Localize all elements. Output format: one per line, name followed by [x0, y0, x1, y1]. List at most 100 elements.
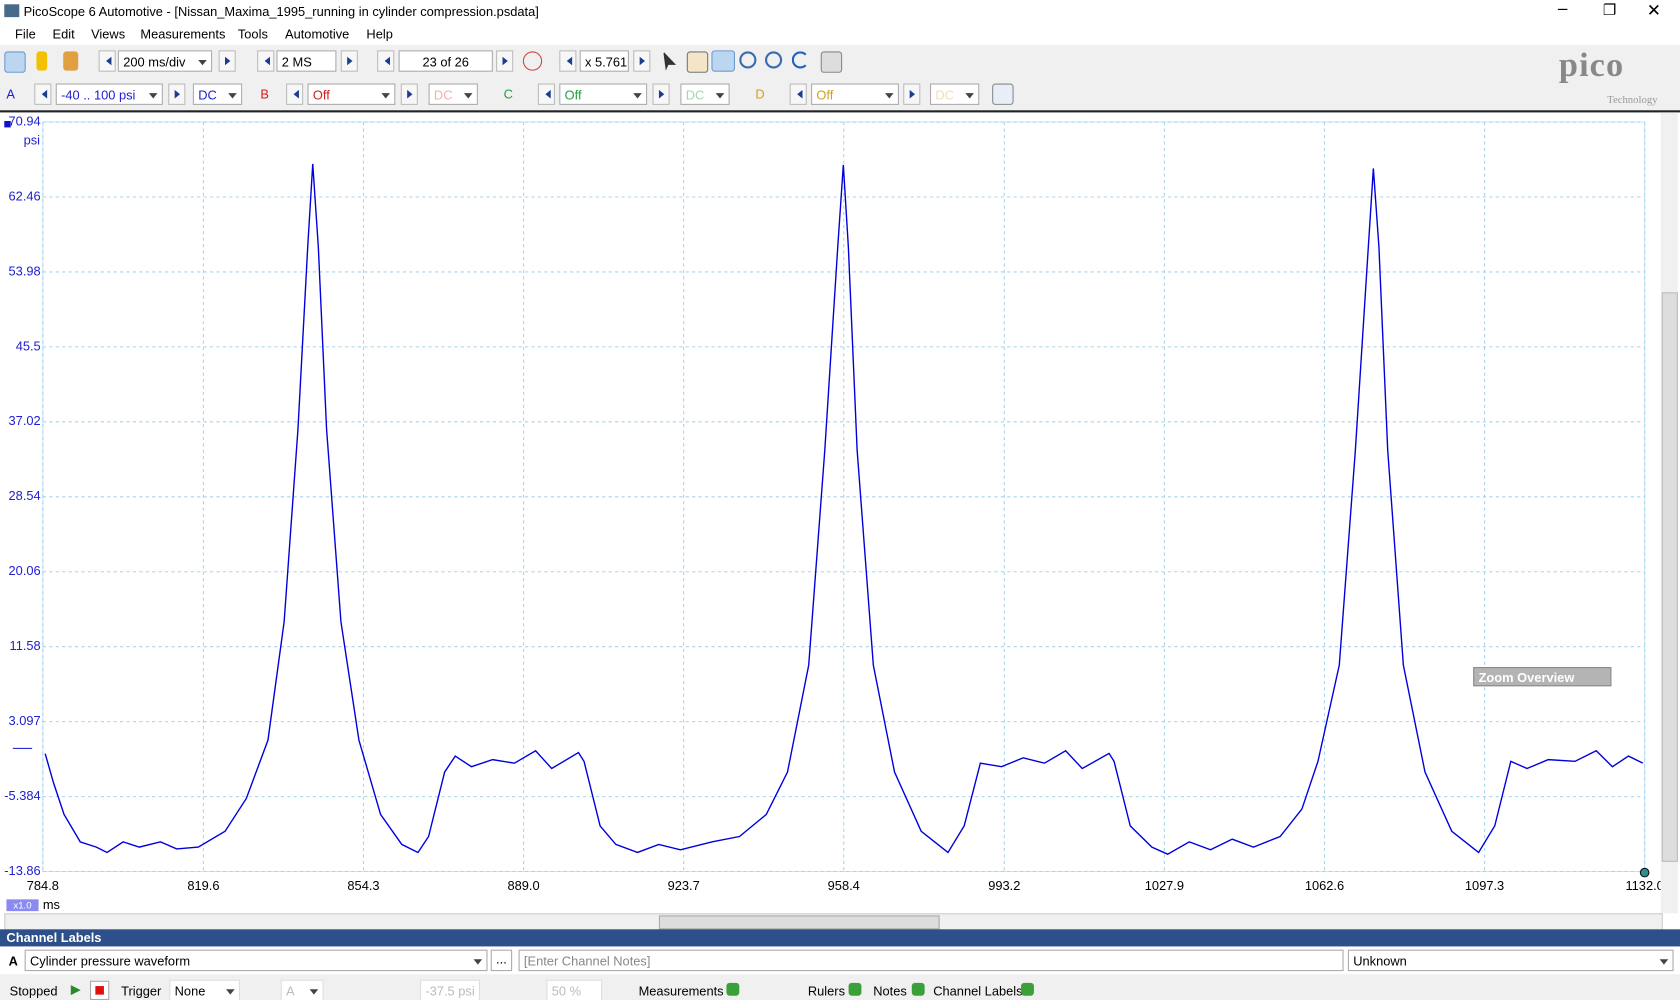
y-tick-label: 53.98 — [9, 263, 41, 278]
logo: pico — [1558, 44, 1625, 84]
math[interactable] — [992, 83, 1014, 105]
x-tick-label: 993.2 — [988, 878, 1020, 893]
y-tick-label: 28.54 — [9, 488, 41, 503]
prev[interactable] — [257, 50, 275, 72]
channel-range[interactable]: Off — [559, 83, 648, 105]
menu-item[interactable]: Measurements — [140, 26, 226, 42]
zoom[interactable]: x 5.761 — [579, 50, 629, 72]
prev[interactable] — [34, 83, 52, 105]
channel-labels-row: A Cylinder pressure waveform ... [Enter … — [0, 946, 1680, 975]
scope-mode[interactable] — [4, 51, 26, 73]
channel-name[interactable]: D — [755, 86, 765, 102]
status-bar: Stopped ▶ Trigger None A -37.5 psi 50 % … — [0, 979, 1680, 1000]
channel-name[interactable]: C — [503, 86, 513, 102]
x-unit: ms — [43, 897, 60, 912]
channel-name[interactable]: B — [260, 86, 269, 102]
trigger-channel[interactable]: A — [280, 979, 324, 1000]
coupling[interactable]: DC — [930, 83, 980, 105]
trigger-label: Trigger — [121, 983, 162, 999]
coupling[interactable]: DC — [428, 83, 478, 105]
menu-item[interactable]: Views — [91, 26, 126, 42]
zoom-overview[interactable]: Zoom Overview — [1473, 667, 1612, 687]
x-tick-label: 1027.9 — [1145, 878, 1184, 893]
app-icon — [4, 4, 20, 18]
next[interactable] — [496, 50, 514, 72]
h-thumb[interactable] — [658, 915, 940, 930]
x-tick-label: 1132.0 — [1625, 878, 1660, 893]
menu-item[interactable]: Help — [366, 26, 393, 42]
waveform — [44, 163, 1644, 855]
home[interactable] — [63, 51, 79, 71]
channel-notes[interactable]: [Enter Channel Notes] — [518, 949, 1344, 972]
next[interactable] — [652, 83, 670, 105]
next[interactable] — [168, 83, 186, 105]
y-tick-label: -5.384 — [4, 788, 40, 803]
pre-trigger[interactable]: 50 % — [546, 979, 603, 1000]
menu-item[interactable]: Automotive — [285, 26, 350, 42]
zoom-tool[interactable] — [711, 50, 736, 72]
chart: psi x1.0 ms 70.94 62.46 53.98 45.5 37.02 28.5… — [4, 113, 1660, 912]
channel-range[interactable]: Off — [307, 83, 396, 105]
more-button[interactable]: ... — [490, 949, 513, 972]
stop[interactable] — [90, 980, 110, 1000]
zoom-in[interactable] — [739, 51, 757, 69]
nav[interactable] — [522, 51, 543, 71]
auto-setup[interactable] — [36, 51, 48, 71]
next[interactable] — [633, 50, 651, 72]
prev[interactable] — [789, 83, 807, 105]
y-tick-label: -13.86 — [4, 863, 40, 878]
undo-zoom[interactable] — [791, 51, 809, 69]
prev[interactable] — [537, 83, 556, 105]
channel-labels-toggle[interactable] — [1021, 982, 1034, 996]
start[interactable]: ▶ — [70, 981, 81, 997]
close[interactable]: ✕ — [1646, 2, 1662, 21]
channel-label[interactable]: Cylinder pressure waveform — [24, 949, 488, 972]
coupling[interactable]: DC — [192, 83, 243, 105]
channel-id: A — [8, 953, 18, 969]
next[interactable] — [903, 83, 921, 105]
logo-sub: Technology — [1607, 94, 1658, 106]
trigger-mode[interactable]: None — [169, 979, 241, 1000]
y-tick-label: 20.06 — [9, 563, 41, 578]
buffer[interactable]: 23 of 26 — [398, 50, 493, 72]
prev[interactable] — [286, 83, 304, 105]
channel-name[interactable]: A — [6, 86, 16, 102]
threshold[interactable]: -37.5 psi — [420, 979, 481, 1000]
zoom-out[interactable] — [765, 51, 783, 69]
run-state: Stopped — [9, 983, 58, 999]
menu-item[interactable]: File — [15, 26, 36, 42]
title-bar: PicoScope 6 Automotive - [Nissan_Maxima_… — [0, 0, 1680, 24]
y-tick-label: 70.94 — [9, 113, 41, 128]
prev[interactable] — [98, 50, 116, 72]
toolbar: 200 ms/div 2 MS 23 of 26 x 5.761 pico Te… — [0, 45, 1680, 106]
samples[interactable]: 2 MS — [276, 50, 337, 72]
next[interactable] — [400, 83, 418, 105]
next[interactable] — [218, 50, 236, 72]
hand[interactable] — [686, 51, 709, 73]
channel-range[interactable]: -40 .. 100 psi — [55, 83, 163, 105]
menu-bar: File Edit Views Measurements Tools Autom… — [0, 23, 1680, 45]
next[interactable] — [340, 50, 358, 72]
notes-label: Notes — [873, 983, 907, 999]
notes-toggle[interactable] — [911, 982, 925, 996]
zoom-overview-btn[interactable] — [820, 51, 843, 73]
channel-type[interactable]: Unknown — [1347, 949, 1674, 972]
channel-range[interactable]: Off — [811, 83, 899, 105]
menu-item[interactable]: Tools — [237, 26, 268, 42]
v-thumb[interactable] — [1661, 292, 1678, 862]
x-tick-label: 819.6 — [187, 878, 219, 893]
v-scrollbar[interactable] — [1660, 112, 1678, 914]
pointer[interactable] — [663, 51, 677, 71]
minimize[interactable]: – — [1557, 0, 1568, 19]
prev[interactable] — [559, 50, 577, 72]
prev[interactable] — [377, 50, 395, 72]
add-measurement[interactable] — [726, 982, 740, 996]
timebase[interactable]: 200 ms/div — [117, 50, 213, 72]
h-scrollbar[interactable] — [4, 913, 1663, 931]
axis-marker — [4, 120, 11, 128]
coupling[interactable]: DC — [680, 83, 730, 105]
rulers-toggle[interactable] — [848, 982, 862, 996]
restore[interactable]: ❐ — [1602, 1, 1617, 19]
menu-item[interactable]: Edit — [52, 26, 75, 42]
x-tick-label: 889.0 — [507, 878, 539, 893]
